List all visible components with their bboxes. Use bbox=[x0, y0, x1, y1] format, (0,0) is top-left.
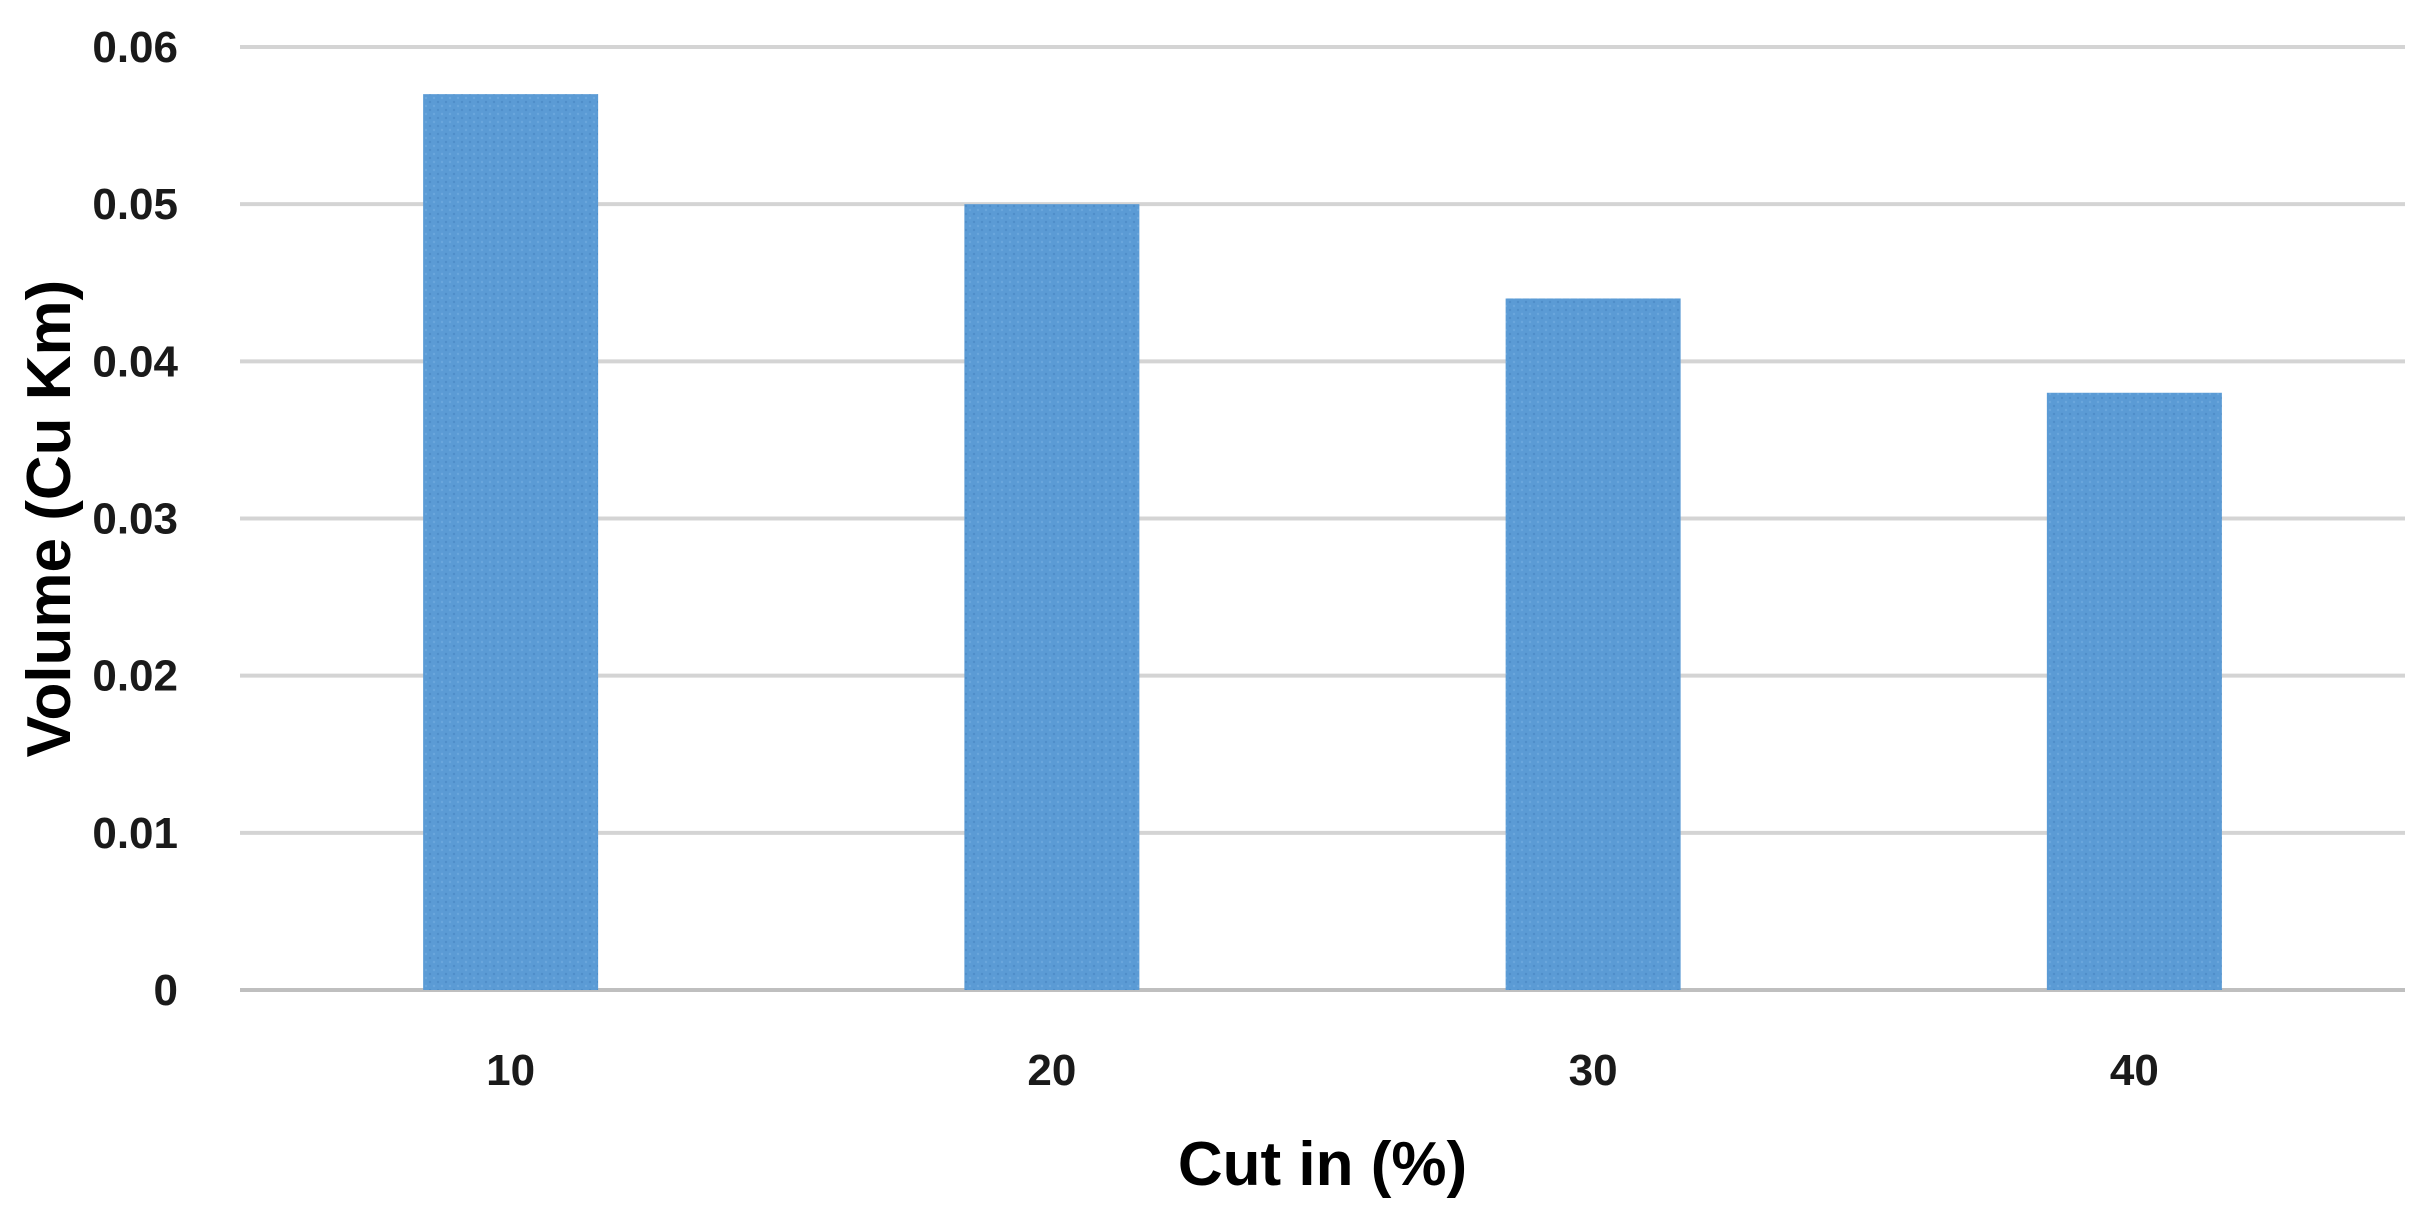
bar bbox=[964, 204, 1140, 990]
y-tick-label: 0.05 bbox=[92, 180, 178, 229]
bar bbox=[423, 94, 599, 990]
x-tick-label: 20 bbox=[1027, 1046, 1076, 1095]
bar bbox=[1505, 298, 1681, 990]
x-tick-label: 30 bbox=[1569, 1046, 1618, 1095]
y-tick-label: 0.02 bbox=[92, 652, 178, 701]
y-tick-label: 0.01 bbox=[92, 809, 178, 858]
y-tick-label: 0.04 bbox=[92, 337, 178, 386]
x-tick-label: 10 bbox=[486, 1046, 535, 1095]
y-tick-labels: 0 0.01 0.02 0.03 0.04 0.05 0.06 bbox=[92, 23, 178, 1015]
x-axis-title: Cut in (%) bbox=[1178, 1130, 1467, 1199]
y-tick-label: 0 bbox=[154, 966, 178, 1015]
gridlines bbox=[240, 45, 2405, 992]
y-axis-title: Volume (Cu Km) bbox=[15, 280, 84, 758]
y-tick-label: 0.03 bbox=[92, 495, 178, 544]
bar bbox=[2046, 392, 2222, 990]
y-tick-label: 0.06 bbox=[92, 23, 178, 72]
bars bbox=[423, 94, 2222, 990]
x-tick-labels: 10 20 30 40 bbox=[486, 1046, 2159, 1095]
x-tick-label: 40 bbox=[2110, 1046, 2159, 1095]
